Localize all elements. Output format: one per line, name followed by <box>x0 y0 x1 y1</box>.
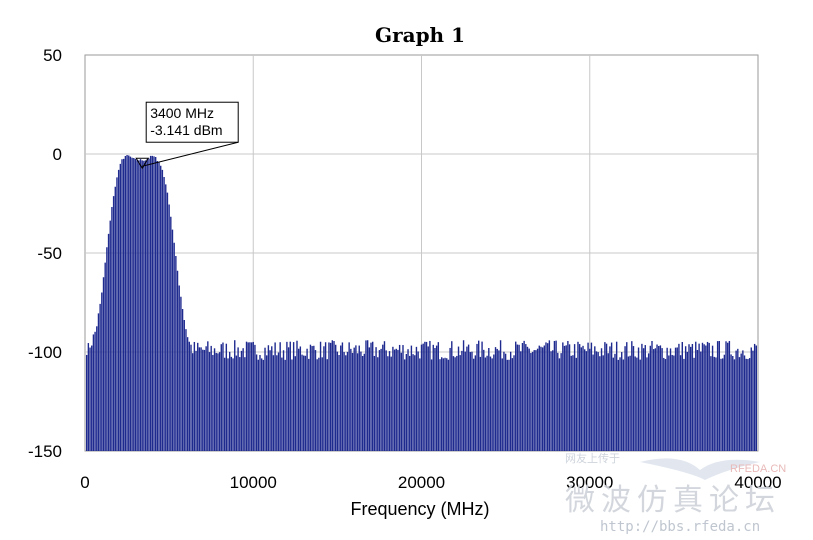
x-tick-label: 40000 <box>734 473 781 492</box>
watermark-site-small: RFEDA.CN <box>730 463 786 475</box>
plot-area <box>84 54 759 452</box>
y-axis-ticks: 50 0 -50 -100 -150 <box>28 46 62 461</box>
x-tick-label: 10000 <box>230 473 277 492</box>
watermark-bird-icon <box>640 458 760 480</box>
y-tick-label: 0 <box>53 145 62 164</box>
marker-triangle-icon <box>135 157 150 170</box>
x-tick-label: 0 <box>80 473 89 492</box>
y-tick-label: -150 <box>28 442 62 461</box>
y-tick-label: 50 <box>43 46 62 65</box>
y-tick-label: -50 <box>37 244 62 263</box>
chart-title: Graph 1 <box>375 23 465 47</box>
marker-frequency: 3400 MHz <box>150 105 214 121</box>
y-tick-label: -100 <box>28 343 62 362</box>
watermark-tiny: 网友上传于 <box>565 451 620 465</box>
x-tick-label: 30000 <box>566 473 613 492</box>
marker-annotation: 3400 MHz -3.141 dBm <box>135 101 239 170</box>
watermark-chinese: 微波仿真论坛 <box>565 483 781 518</box>
x-axis-ticks: 0 10000 20000 30000 40000 <box>80 473 781 492</box>
watermark: 网友上传于 RFEDA.CN 微波仿真论坛 http://bbs.rfeda.c… <box>565 451 786 535</box>
x-axis-label: Frequency (MHz) <box>350 499 489 519</box>
marker-power: -3.141 dBm <box>150 122 222 138</box>
marker-box <box>145 101 239 143</box>
spectrum-lines <box>85 154 758 451</box>
marker-leader-line <box>142 141 239 167</box>
x-tick-label: 20000 <box>398 473 445 492</box>
watermark-url: http://bbs.rfeda.cn <box>600 519 760 535</box>
